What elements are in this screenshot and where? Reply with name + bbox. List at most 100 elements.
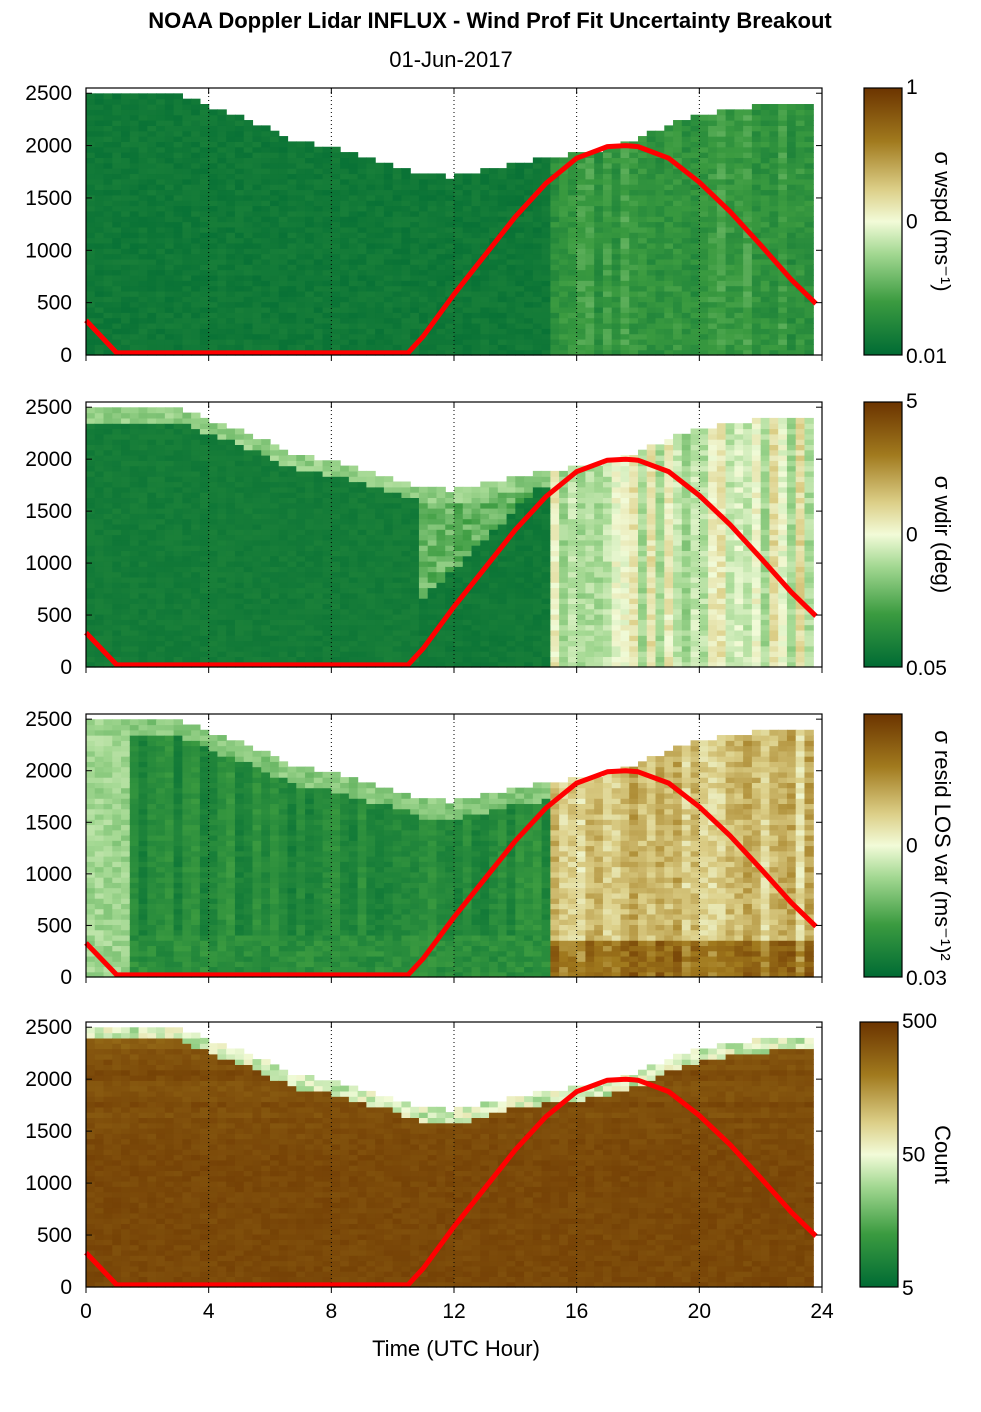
heatmap-cell — [234, 141, 245, 148]
heatmap-cell — [287, 561, 297, 567]
heatmap-cell — [366, 189, 376, 196]
heatmap-cell — [243, 125, 254, 132]
heatmap-cell — [366, 306, 376, 313]
heatmap-cell — [252, 205, 262, 212]
heatmap-cell — [252, 157, 262, 164]
heatmap-cell — [743, 130, 753, 137]
heatmap-cell — [602, 189, 613, 196]
heatmap-cell — [129, 333, 140, 340]
heatmap-cell — [278, 651, 289, 657]
heatmap-cell — [86, 439, 96, 445]
heatmap-cell — [366, 576, 376, 583]
heatmap-cell — [585, 216, 595, 223]
heatmap-cell — [252, 592, 262, 599]
heatmap-cell — [199, 285, 210, 292]
heatmap-cell — [681, 322, 692, 329]
heatmap-cell — [786, 200, 797, 207]
heatmap-cell — [734, 333, 744, 340]
heatmap-cell — [524, 285, 534, 292]
heatmap-cell — [199, 635, 210, 642]
heatmap-cell — [804, 237, 814, 244]
heatmap-cell — [366, 587, 376, 594]
heatmap-cell — [348, 508, 359, 514]
heatmap-cell — [278, 178, 289, 185]
heatmap-cell — [287, 624, 297, 631]
heatmap-cell — [313, 173, 324, 180]
heatmap-cell — [164, 173, 175, 180]
heatmap-cell — [340, 290, 350, 297]
heatmap-cell — [751, 312, 762, 319]
heatmap-cell — [471, 178, 481, 185]
heatmap-cell — [226, 157, 236, 164]
heatmap-cell — [208, 460, 219, 467]
heatmap-cell — [208, 465, 219, 472]
heatmap-cell — [156, 258, 166, 265]
heatmap-cell — [760, 178, 771, 185]
heatmap-cell — [760, 301, 771, 308]
heatmap-cell — [217, 470, 227, 477]
heatmap-cell — [112, 280, 122, 287]
heatmap-cell — [445, 312, 455, 319]
heatmap-cell — [786, 146, 797, 153]
heatmap-cell — [383, 269, 394, 276]
heatmap-cell — [138, 296, 148, 303]
heatmap-cell — [559, 301, 569, 308]
heatmap-cell — [173, 439, 183, 445]
heatmap-cell — [147, 232, 157, 239]
heatmap-cell — [86, 587, 96, 594]
heatmap-cell — [366, 518, 376, 525]
heatmap-cell — [716, 109, 727, 116]
heatmap-cell — [340, 232, 350, 239]
heatmap-cell — [357, 189, 367, 196]
heatmap-cell — [602, 221, 613, 228]
heatmap-cell — [655, 306, 665, 313]
heatmap-cell — [138, 264, 148, 271]
heatmap-cell — [795, 200, 806, 207]
heatmap-cell — [191, 136, 201, 142]
heatmap-cell — [112, 264, 122, 271]
heatmap-cell — [86, 492, 96, 498]
heatmap-cell — [208, 157, 219, 164]
heatmap-cell — [638, 306, 648, 313]
heatmap-cell — [305, 640, 315, 647]
heatmap-cell — [156, 455, 166, 461]
heatmap-cell — [147, 598, 157, 604]
heatmap-cell — [182, 189, 192, 196]
heatmap-cell — [164, 614, 175, 620]
heatmap-cell — [708, 141, 718, 148]
heatmap-cell — [129, 152, 140, 159]
heatmap-cell — [234, 210, 245, 217]
heatmap-cell — [234, 455, 245, 461]
heatmap-cell — [769, 162, 779, 169]
heatmap-cell — [103, 502, 113, 509]
heatmap-cell — [252, 306, 262, 313]
heatmap-cell — [383, 226, 394, 233]
heatmap-cell — [287, 194, 297, 201]
heatmap-cell — [138, 269, 148, 276]
heatmap-cell — [348, 178, 359, 185]
heatmap-cell — [576, 290, 587, 297]
heatmap-cell — [103, 661, 113, 668]
heatmap-cell — [147, 306, 157, 313]
heatmap-cell — [121, 571, 131, 578]
heatmap-cell — [243, 555, 254, 562]
heatmap-cell — [786, 328, 797, 335]
heatmap-cell — [480, 306, 490, 313]
heatmap-cell — [778, 301, 788, 308]
heatmap-cell — [673, 173, 683, 180]
heatmap-cell — [86, 523, 96, 530]
heatmap-cell — [129, 168, 140, 175]
heatmap-cell — [278, 157, 289, 164]
heatmap-cell — [594, 200, 604, 207]
heatmap-cell — [673, 216, 683, 223]
heatmap-cell — [121, 210, 131, 217]
heatmap-cell — [270, 232, 280, 239]
heatmap-cell — [392, 237, 403, 244]
heatmap-cell — [164, 189, 175, 196]
heatmap-cell — [129, 566, 140, 573]
heatmap-cell — [94, 248, 105, 255]
heatmap-cell — [156, 566, 166, 573]
heatmap-cell — [287, 264, 297, 271]
heatmap-cell — [296, 205, 306, 212]
heatmap-cell — [173, 629, 183, 636]
